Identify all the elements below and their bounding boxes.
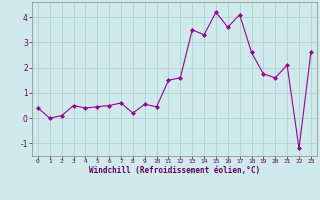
X-axis label: Windchill (Refroidissement éolien,°C): Windchill (Refroidissement éolien,°C) — [89, 166, 260, 175]
